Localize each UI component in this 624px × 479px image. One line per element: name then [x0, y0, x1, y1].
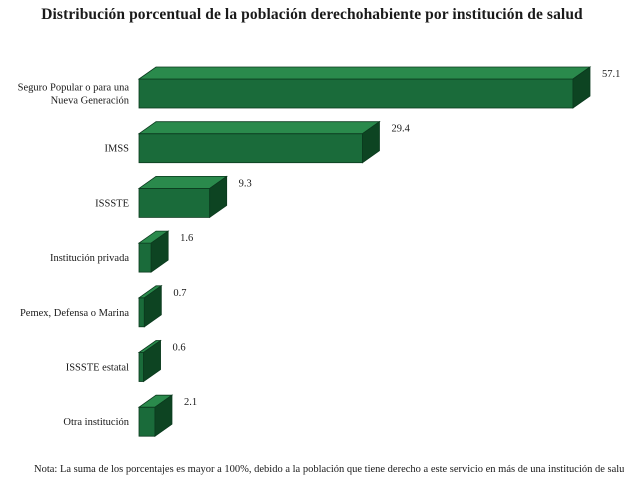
category-label: Otra institución [63, 417, 129, 428]
category-label: Institución privada [50, 253, 129, 264]
bar-side [362, 120, 380, 164]
bar-side [150, 230, 169, 273]
category-label: IMSS [104, 144, 129, 155]
bar [138, 242, 152, 273]
bar-group: 1.6 Institución privada [50, 230, 193, 273]
data-label: 9.3 [239, 178, 252, 189]
bar-group: 2.1 Otra institución [63, 394, 197, 437]
category-label: ISSSTE [95, 198, 129, 209]
bar-top [137, 121, 381, 135]
category-label: Pemex, Defensa o Marina [20, 308, 129, 319]
bar [138, 297, 145, 328]
category-label: Seguro Popular o para una [18, 83, 130, 94]
bar-group: 57.1 Seguro Popular o para una Nueva Gener… [18, 66, 620, 109]
data-label: 57.1 [602, 69, 620, 80]
bar [138, 133, 363, 164]
chart-note: Nota: La suma de los porcentajes es mayo… [34, 464, 624, 475]
bar-side [209, 175, 228, 219]
category-label: ISSSTE estatal [66, 363, 129, 374]
data-label: 29.4 [391, 124, 410, 135]
bar-side [154, 394, 173, 437]
bar [138, 78, 574, 109]
bar-side [143, 339, 161, 383]
category-label: Nueva Generación [51, 96, 130, 107]
data-label: 2.1 [184, 397, 197, 408]
bar-group: 0.7 Pemex, Defensa o Marina [20, 285, 186, 328]
data-label: 0.6 [173, 343, 186, 354]
data-label: 1.6 [180, 233, 193, 244]
bar-group: 9.3 ISSSTE [95, 175, 252, 219]
data-label: 0.7 [173, 288, 186, 299]
bar [138, 352, 144, 382]
bar-group: 29.4 IMSS [104, 120, 411, 164]
bar-side [143, 285, 162, 328]
bar-group: 0.6 ISSSTE estatal [66, 339, 186, 383]
bar [138, 406, 156, 437]
bar [138, 187, 211, 218]
bar-top [137, 66, 592, 80]
chart-title: Distribución porcentual de la población … [41, 6, 583, 23]
bar-side [572, 66, 591, 109]
